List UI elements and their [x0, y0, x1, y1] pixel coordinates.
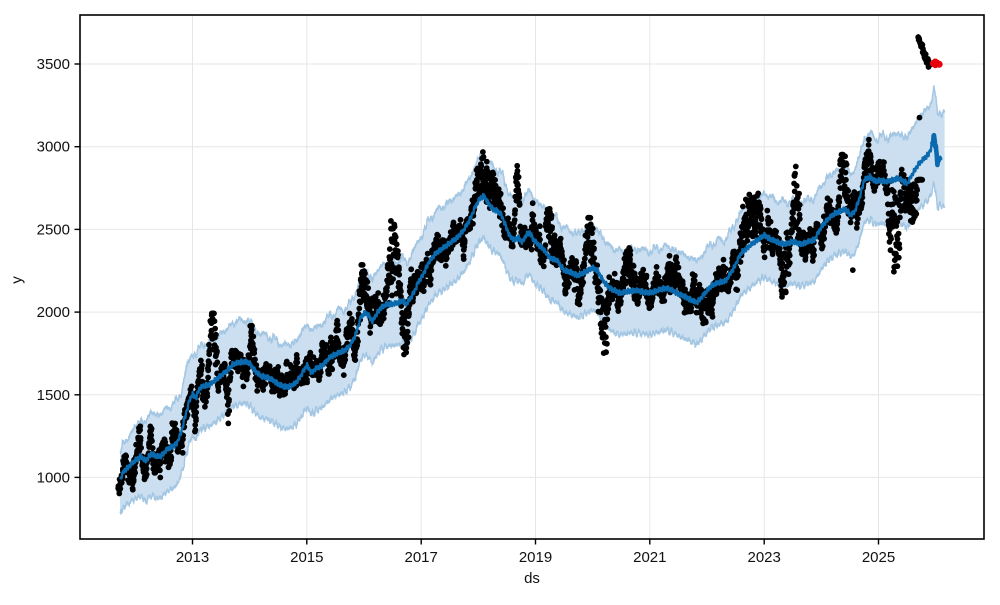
svg-text:2019: 2019: [519, 549, 552, 566]
svg-text:2000: 2000: [37, 304, 70, 321]
svg-text:ds: ds: [524, 570, 540, 587]
svg-text:y: y: [9, 276, 26, 284]
svg-text:2500: 2500: [37, 221, 70, 238]
svg-text:3500: 3500: [37, 56, 70, 73]
svg-text:2025: 2025: [862, 549, 895, 566]
svg-text:1000: 1000: [37, 469, 70, 486]
svg-text:3000: 3000: [37, 139, 70, 156]
svg-text:1500: 1500: [37, 387, 70, 404]
svg-text:2023: 2023: [748, 549, 781, 566]
svg-text:2021: 2021: [633, 549, 666, 566]
svg-text:2013: 2013: [176, 549, 209, 566]
svg-text:2017: 2017: [405, 549, 438, 566]
svg-text:2015: 2015: [290, 549, 323, 566]
